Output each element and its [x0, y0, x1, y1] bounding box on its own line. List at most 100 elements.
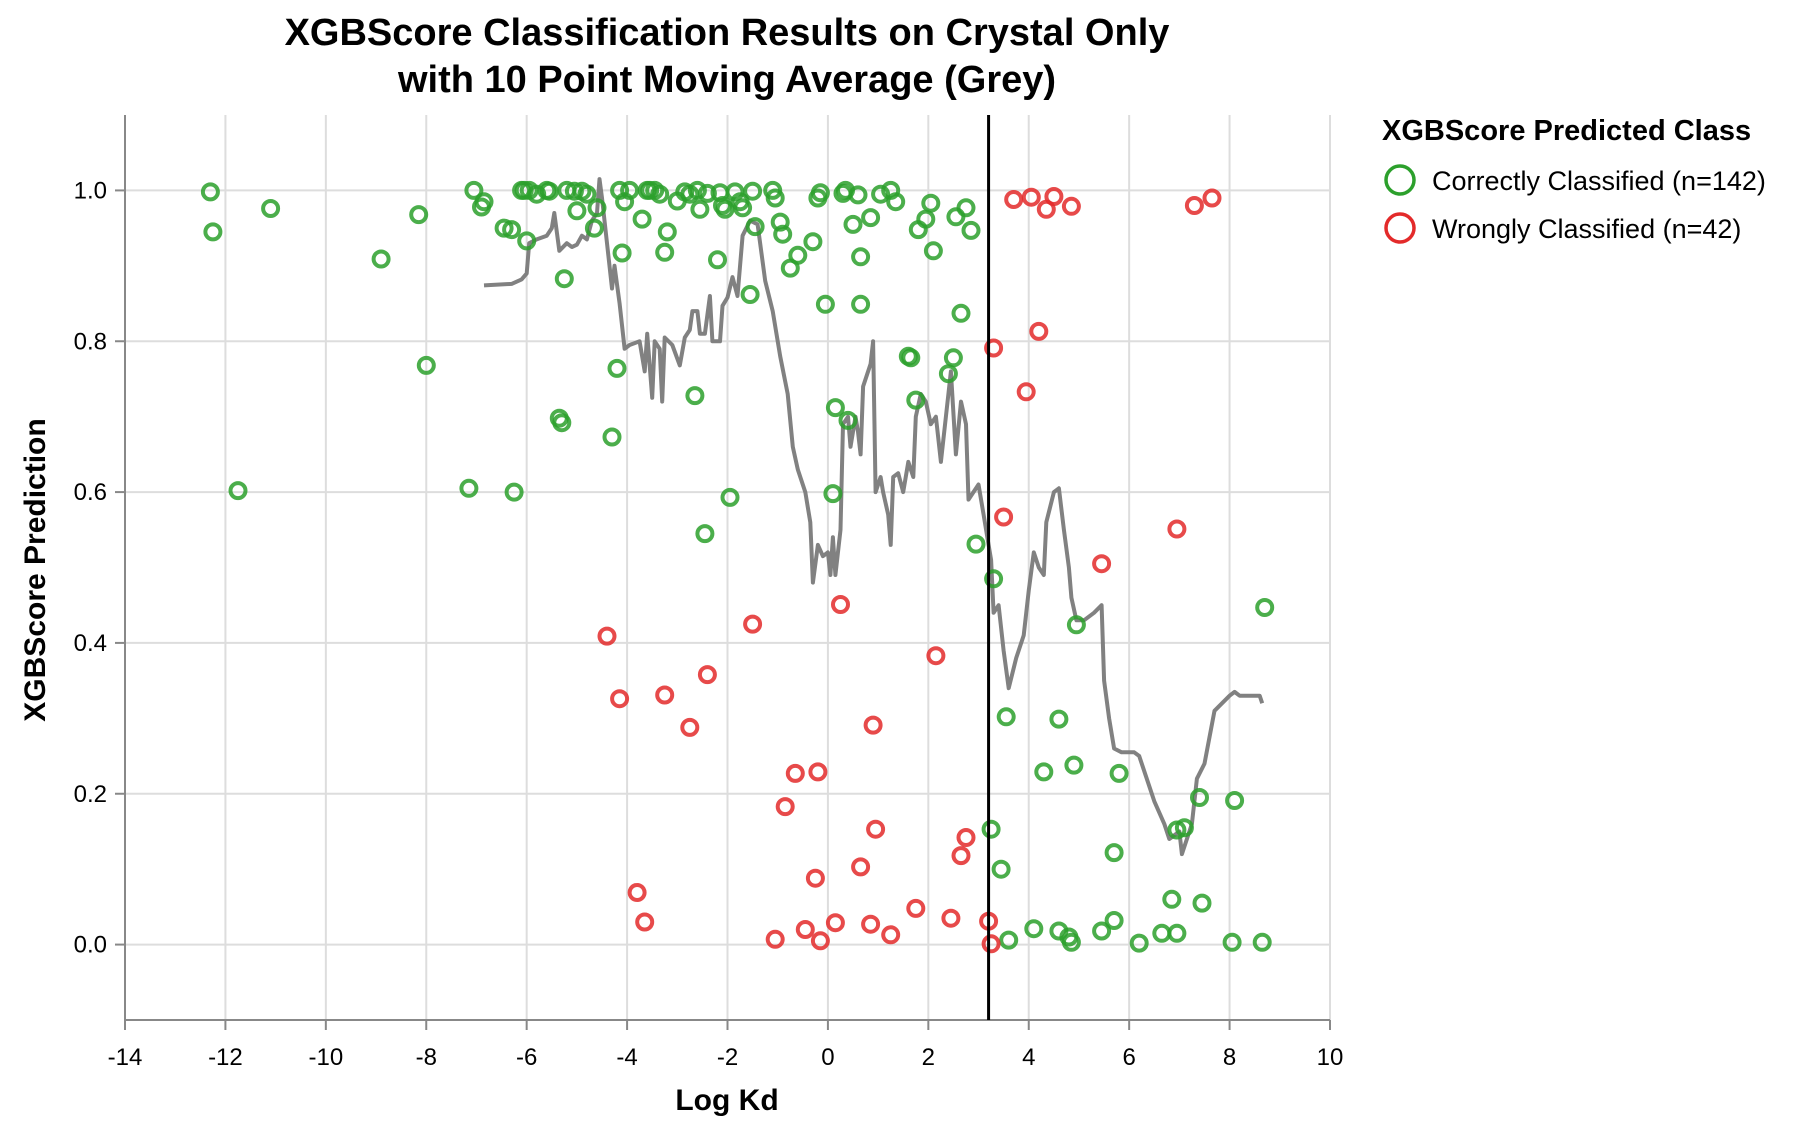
point-correct: [607, 358, 627, 378]
point-correct: [552, 413, 572, 433]
point-correct: [1104, 911, 1124, 930]
point-correct: [851, 247, 871, 267]
point-correct: [1034, 762, 1054, 782]
legend-symbol-correct: [1384, 164, 1416, 196]
point-correct: [740, 285, 760, 304]
point-correct: [1255, 598, 1275, 617]
point-correct: [951, 303, 971, 323]
point-wrong: [795, 920, 815, 939]
point-wrong: [1061, 196, 1081, 216]
point-correct: [261, 199, 281, 218]
legend-symbol-wrong: [1384, 212, 1416, 244]
point-correct: [584, 218, 604, 238]
point-correct: [1190, 788, 1209, 807]
point-correct: [803, 232, 823, 252]
x-tick-label: 4: [1022, 1044, 1035, 1071]
point-correct: [1192, 893, 1212, 913]
point-wrong: [1092, 554, 1112, 574]
point-correct: [1064, 755, 1084, 775]
point-correct: [1252, 932, 1272, 952]
y-tick-label: 0.4: [74, 630, 107, 657]
point-correct: [861, 208, 881, 228]
point-correct: [943, 348, 963, 368]
point-correct: [685, 386, 705, 406]
point-correct: [1129, 933, 1149, 953]
legend-label-correct: Correctly Classified (n=142): [1432, 166, 1766, 196]
point-correct: [632, 209, 652, 229]
x-tick-label: 2: [922, 1044, 935, 1071]
point-correct: [416, 355, 436, 375]
x-tick-label: -14: [108, 1044, 143, 1071]
point-correct: [916, 209, 936, 229]
point-correct: [765, 188, 785, 208]
point-correct: [695, 524, 715, 544]
point-wrong: [881, 925, 901, 945]
point-wrong: [1004, 190, 1024, 209]
point-correct: [494, 218, 514, 238]
point-wrong: [1029, 321, 1049, 341]
point-correct: [770, 212, 790, 232]
point-wrong: [1044, 187, 1064, 206]
point-wrong: [680, 717, 700, 737]
point-correct: [650, 184, 670, 204]
point-wrong: [610, 689, 630, 709]
point-correct: [464, 180, 484, 200]
point-correct: [1167, 923, 1187, 943]
point-correct: [1092, 921, 1112, 941]
point-correct: [587, 198, 607, 218]
point-correct: [517, 231, 537, 251]
point-wrong: [743, 614, 763, 634]
y-tick-label: 0.6: [74, 479, 107, 506]
point-correct: [720, 487, 740, 507]
point-correct: [502, 220, 522, 240]
x-tick-label: 6: [1122, 1044, 1135, 1071]
point-correct: [871, 184, 891, 204]
point-correct: [966, 534, 986, 554]
point-correct: [708, 250, 727, 270]
point-correct: [901, 348, 921, 368]
point-correct: [228, 481, 248, 501]
point-wrong: [866, 819, 886, 839]
point-correct: [203, 222, 223, 242]
x-tick-label: 10: [1317, 1044, 1344, 1071]
point-correct: [1104, 843, 1124, 863]
point-correct: [200, 182, 220, 202]
point-correct: [1049, 709, 1069, 729]
point-correct: [1024, 919, 1044, 939]
point-correct: [886, 192, 906, 212]
point-wrong: [1167, 519, 1187, 539]
grid-lines: [124, 115, 1331, 1020]
x-tick-label: -12: [208, 1044, 243, 1071]
point-wrong: [805, 868, 825, 888]
x-tick-label: 8: [1223, 1044, 1236, 1071]
point-correct: [815, 294, 835, 314]
point-wrong: [984, 338, 1004, 358]
point-correct: [620, 180, 640, 200]
point-correct: [539, 181, 559, 201]
point-correct: [504, 482, 524, 502]
point-wrong: [765, 929, 785, 949]
point-correct: [838, 410, 858, 430]
chart-title-line-2: with 10 Point Moving Average (Grey): [397, 59, 1056, 101]
point-wrong: [1184, 196, 1204, 215]
point-correct: [825, 398, 845, 418]
point-wrong: [926, 646, 946, 666]
point-correct: [961, 220, 981, 240]
point-correct: [938, 364, 958, 384]
point-correct: [371, 249, 391, 269]
point-wrong: [863, 715, 883, 735]
point-correct: [612, 243, 632, 263]
point-correct: [823, 484, 843, 504]
point-correct: [602, 427, 622, 447]
point-wrong: [1202, 188, 1222, 208]
point-wrong: [775, 797, 795, 817]
x-tick-label: -6: [516, 1044, 537, 1071]
point-correct: [843, 214, 863, 234]
point-correct: [991, 859, 1011, 879]
point-correct: [655, 242, 675, 262]
point-wrong: [956, 828, 976, 847]
point-correct: [657, 222, 677, 242]
point-correct: [687, 180, 707, 200]
y-tick-label: 1.0: [74, 177, 107, 204]
